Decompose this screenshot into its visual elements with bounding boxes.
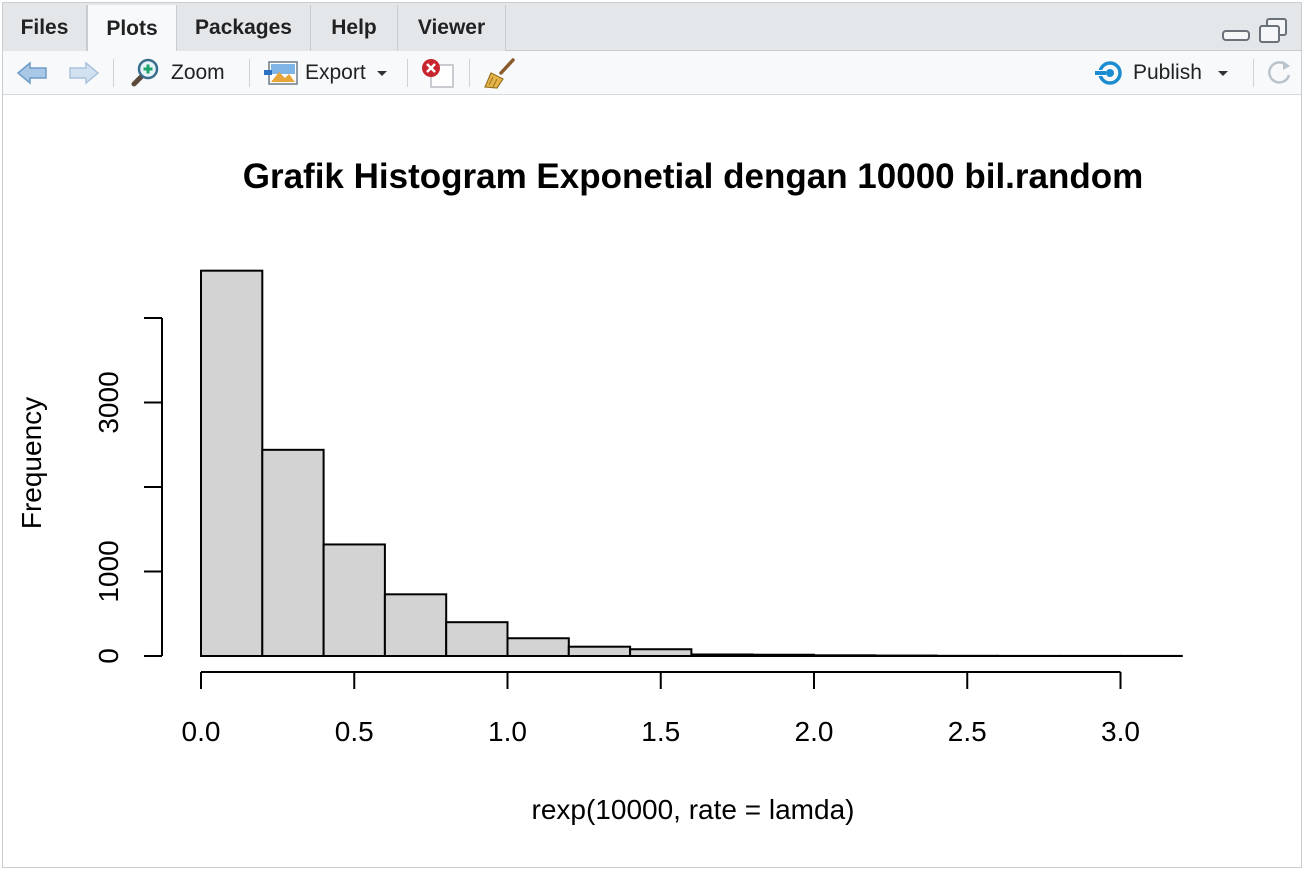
image-icon: [263, 58, 299, 88]
toolbar-divider: [1253, 59, 1254, 87]
broom-icon: [481, 57, 517, 89]
arrow-left-icon: [15, 59, 49, 87]
chevron-down-icon: [372, 63, 392, 83]
tab-plots[interactable]: Plots: [87, 5, 177, 52]
export-button[interactable]: Export: [263, 51, 392, 95]
histogram-bar: [262, 450, 323, 656]
toolbar-divider: [113, 59, 114, 87]
remove-plot-icon: [419, 57, 457, 89]
magnifier-icon: [129, 58, 163, 88]
histogram-bar: [691, 654, 752, 656]
x-axis: 0.0 0.5 1.0 1.5 2.0 2.5 3.0: [182, 672, 1140, 747]
tab-bar: Files Plots Packages Help Viewer: [3, 3, 1301, 51]
tab-files[interactable]: Files: [3, 5, 87, 51]
clear-plots-button[interactable]: [481, 51, 517, 95]
bars-group: [201, 271, 1182, 656]
x-tick-label: 2.0: [795, 716, 834, 747]
histogram-bar: [508, 638, 569, 656]
plot-toolbar: Zoom Export: [3, 51, 1301, 95]
toolbar-divider: [469, 59, 470, 87]
x-tick-label: 3.0: [1101, 716, 1140, 747]
x-tick-label: 1.0: [488, 716, 527, 747]
histogram-chart: Grafik Histogram Exponetial dengan 10000…: [3, 95, 1303, 869]
publish-button[interactable]: Publish: [1093, 51, 1234, 95]
refresh-icon: [1263, 57, 1295, 89]
arrow-right-icon: [67, 59, 101, 87]
export-label: Export: [305, 61, 366, 85]
back-button[interactable]: [15, 51, 49, 95]
x-tick-label: 0.5: [335, 716, 374, 747]
y-tick-label: 3000: [93, 371, 124, 433]
publish-label: Publish: [1133, 61, 1202, 85]
y-tick-label: 1000: [93, 540, 124, 602]
y-axis-label: Frequency: [16, 397, 47, 529]
toolbar-divider: [407, 59, 408, 87]
y-tick-label: 0: [93, 648, 124, 664]
histogram-bar: [201, 271, 262, 656]
histogram-bar: [324, 544, 385, 656]
remove-plot-button[interactable]: [419, 51, 457, 95]
x-tick-label: 1.5: [641, 716, 680, 747]
x-tick-label: 0.0: [182, 716, 221, 747]
maximize-icon[interactable]: [1257, 17, 1289, 47]
tab-viewer[interactable]: Viewer: [398, 5, 506, 51]
tab-help[interactable]: Help: [311, 5, 398, 51]
histogram-bar: [446, 622, 507, 656]
minimize-icon[interactable]: [1221, 17, 1251, 47]
publish-icon: [1093, 59, 1127, 87]
forward-button[interactable]: [67, 51, 101, 95]
plot-area: Grafik Histogram Exponetial dengan 10000…: [3, 95, 1303, 869]
chevron-down-icon: [1212, 63, 1234, 83]
tab-packages[interactable]: Packages: [177, 5, 311, 51]
chart-title: Grafik Histogram Exponetial dengan 10000…: [243, 157, 1144, 196]
x-tick-label: 2.5: [948, 716, 987, 747]
histogram-bar: [385, 594, 446, 656]
zoom-button[interactable]: Zoom: [129, 51, 225, 95]
histogram-bar: [753, 655, 814, 656]
toolbar-divider: [249, 59, 250, 87]
histogram-bar: [569, 647, 630, 656]
y-axis: 0 1000 3000: [93, 318, 162, 664]
histogram-bar: [814, 655, 875, 656]
zoom-label: Zoom: [171, 61, 225, 85]
histogram-bar: [630, 649, 691, 656]
x-axis-label: rexp(10000, rate = lamda): [532, 794, 855, 825]
refresh-button[interactable]: [1263, 51, 1295, 95]
